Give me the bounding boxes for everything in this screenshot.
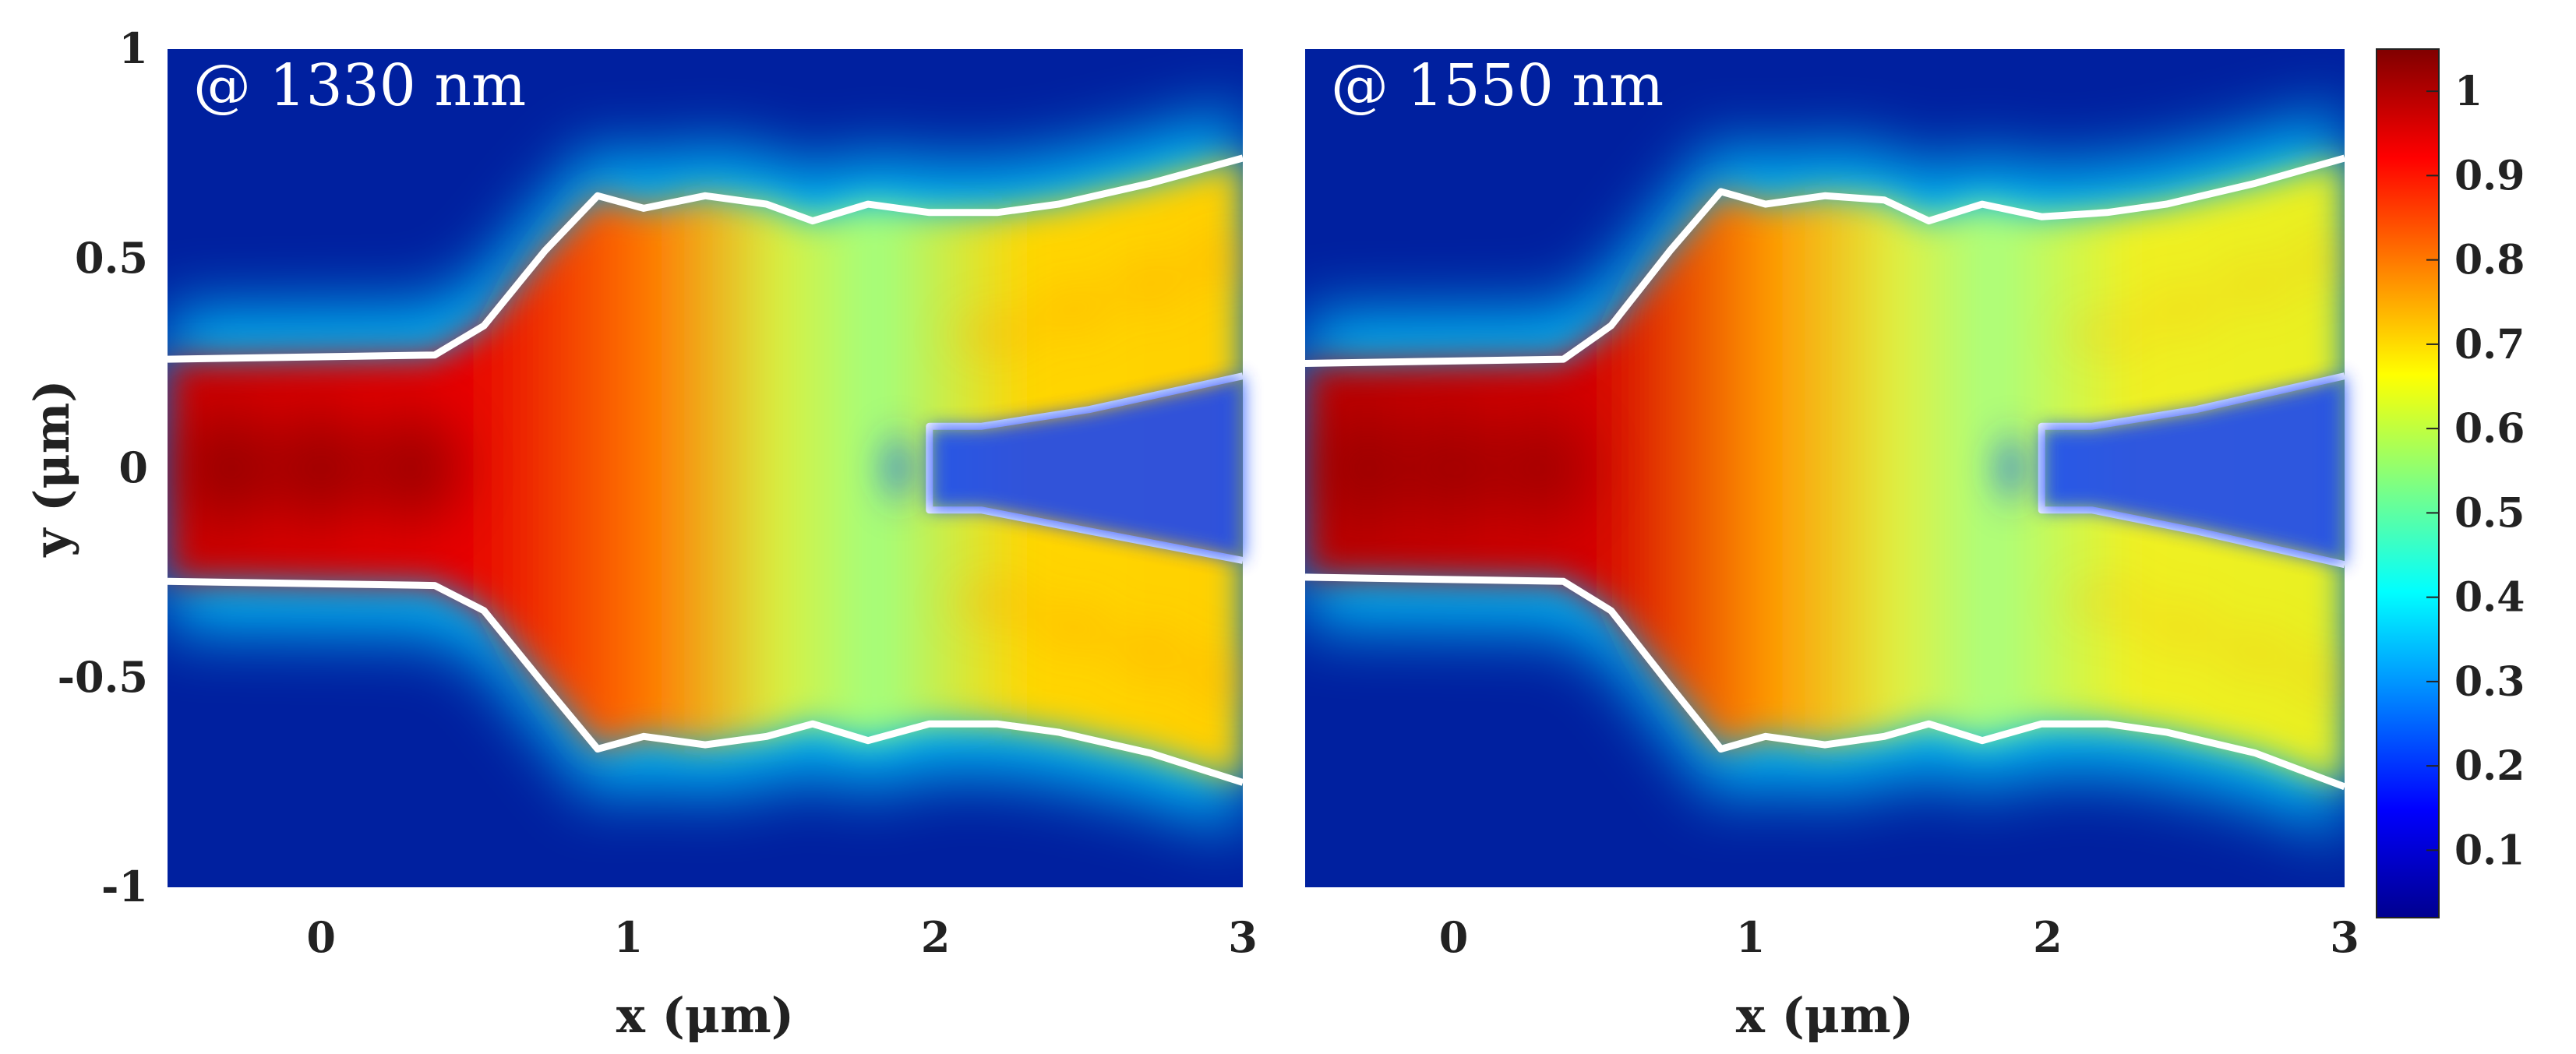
outline-top	[168, 154, 1243, 363]
panel-title-1550nm: @ 1550 nm	[1331, 52, 1664, 119]
colorbar-tick-label: 0.8	[2454, 237, 2525, 284]
x-axis-ticks-1550nm: 0 1 2 3	[1439, 912, 2359, 962]
outline-bottom	[168, 577, 1243, 786]
trunk-hotspot	[339, 386, 488, 550]
gap-cold-spot	[877, 421, 921, 515]
colorbar-tick-label: 0.6	[2454, 405, 2525, 453]
field-hotspots	[168, 216, 1243, 721]
panel-1330nm: @ 1330 nm 0 1 2 3 1 0.5 0 -0.5 -1 x (μm) y (μm)	[23, 23, 1258, 1044]
colorbar-tick-label: 0.9	[2454, 152, 2525, 199]
x-tick-label: 0	[1439, 912, 1469, 962]
outline-bottom	[1305, 573, 2345, 791]
trunk-hotspot	[1468, 386, 1617, 550]
branch-hotspot	[1165, 216, 1243, 301]
colorbar-ticks: 1 0.9 0.8 0.7 0.6 0.5 0.4 0.3 0.2 0.1	[2426, 68, 2525, 874]
x-axis-label-1330nm: x (μm)	[616, 987, 794, 1044]
colorbar: 1 0.9 0.8 0.7 0.6 0.5 0.4 0.3 0.2 0.1	[2376, 48, 2525, 918]
y-axis-ticks: 1 0.5 0 -0.5 -1	[58, 23, 148, 911]
x-tick-label: 0	[306, 912, 336, 962]
x-tick-label: 3	[2330, 912, 2359, 962]
panel-1550nm: @ 1550 nm 0 1 2 3 x (μm)	[1305, 49, 2359, 1044]
colorbar-tick-label: 0.5	[2454, 489, 2525, 537]
x-axis-ticks-1330nm: 0 1 2 3	[306, 912, 1257, 962]
field-map-1330nm	[168, 49, 1243, 887]
x-axis-label-1550nm: x (μm)	[1736, 987, 1914, 1044]
colorbar-tick-label: 1	[2454, 68, 2482, 115]
colorbar-tick-label: 0.1	[2454, 827, 2525, 874]
branch-hotspot	[2267, 635, 2345, 721]
x-tick-label: 2	[2033, 912, 2063, 962]
y-axis-label: y (μm)	[23, 379, 80, 557]
field-hotspots	[1305, 216, 2345, 721]
y-tick-label: -0.5	[58, 652, 148, 702]
x-tick-label: 1	[1736, 912, 1766, 962]
branch-gap-fill	[2041, 375, 2345, 565]
colorbar-tick-label: 0.7	[2454, 321, 2525, 368]
outline-top	[1305, 154, 2345, 367]
y-tick-label: 0.5	[75, 233, 148, 283]
y-tick-label: -1	[101, 862, 148, 911]
x-tick-label: 3	[1228, 912, 1258, 962]
colorbar-tick-label: 0.4	[2454, 574, 2525, 622]
branch-gap-fill	[929, 375, 1243, 561]
panel-title-1330nm: @ 1330 nm	[193, 52, 526, 119]
colorbar-gradient	[2376, 48, 2440, 918]
colorbar-tick-label: 0.2	[2454, 742, 2525, 790]
gap-cold-spot	[1990, 421, 2034, 515]
y-tick-label: 0	[118, 442, 148, 492]
x-tick-label: 2	[921, 912, 951, 962]
colorbar-tick-label: 0.3	[2454, 658, 2525, 706]
y-tick-label: 1	[118, 23, 148, 73]
x-tick-label: 1	[614, 912, 644, 962]
branch-hotspot	[2267, 216, 2345, 301]
branch-hotspot	[1165, 635, 1243, 721]
